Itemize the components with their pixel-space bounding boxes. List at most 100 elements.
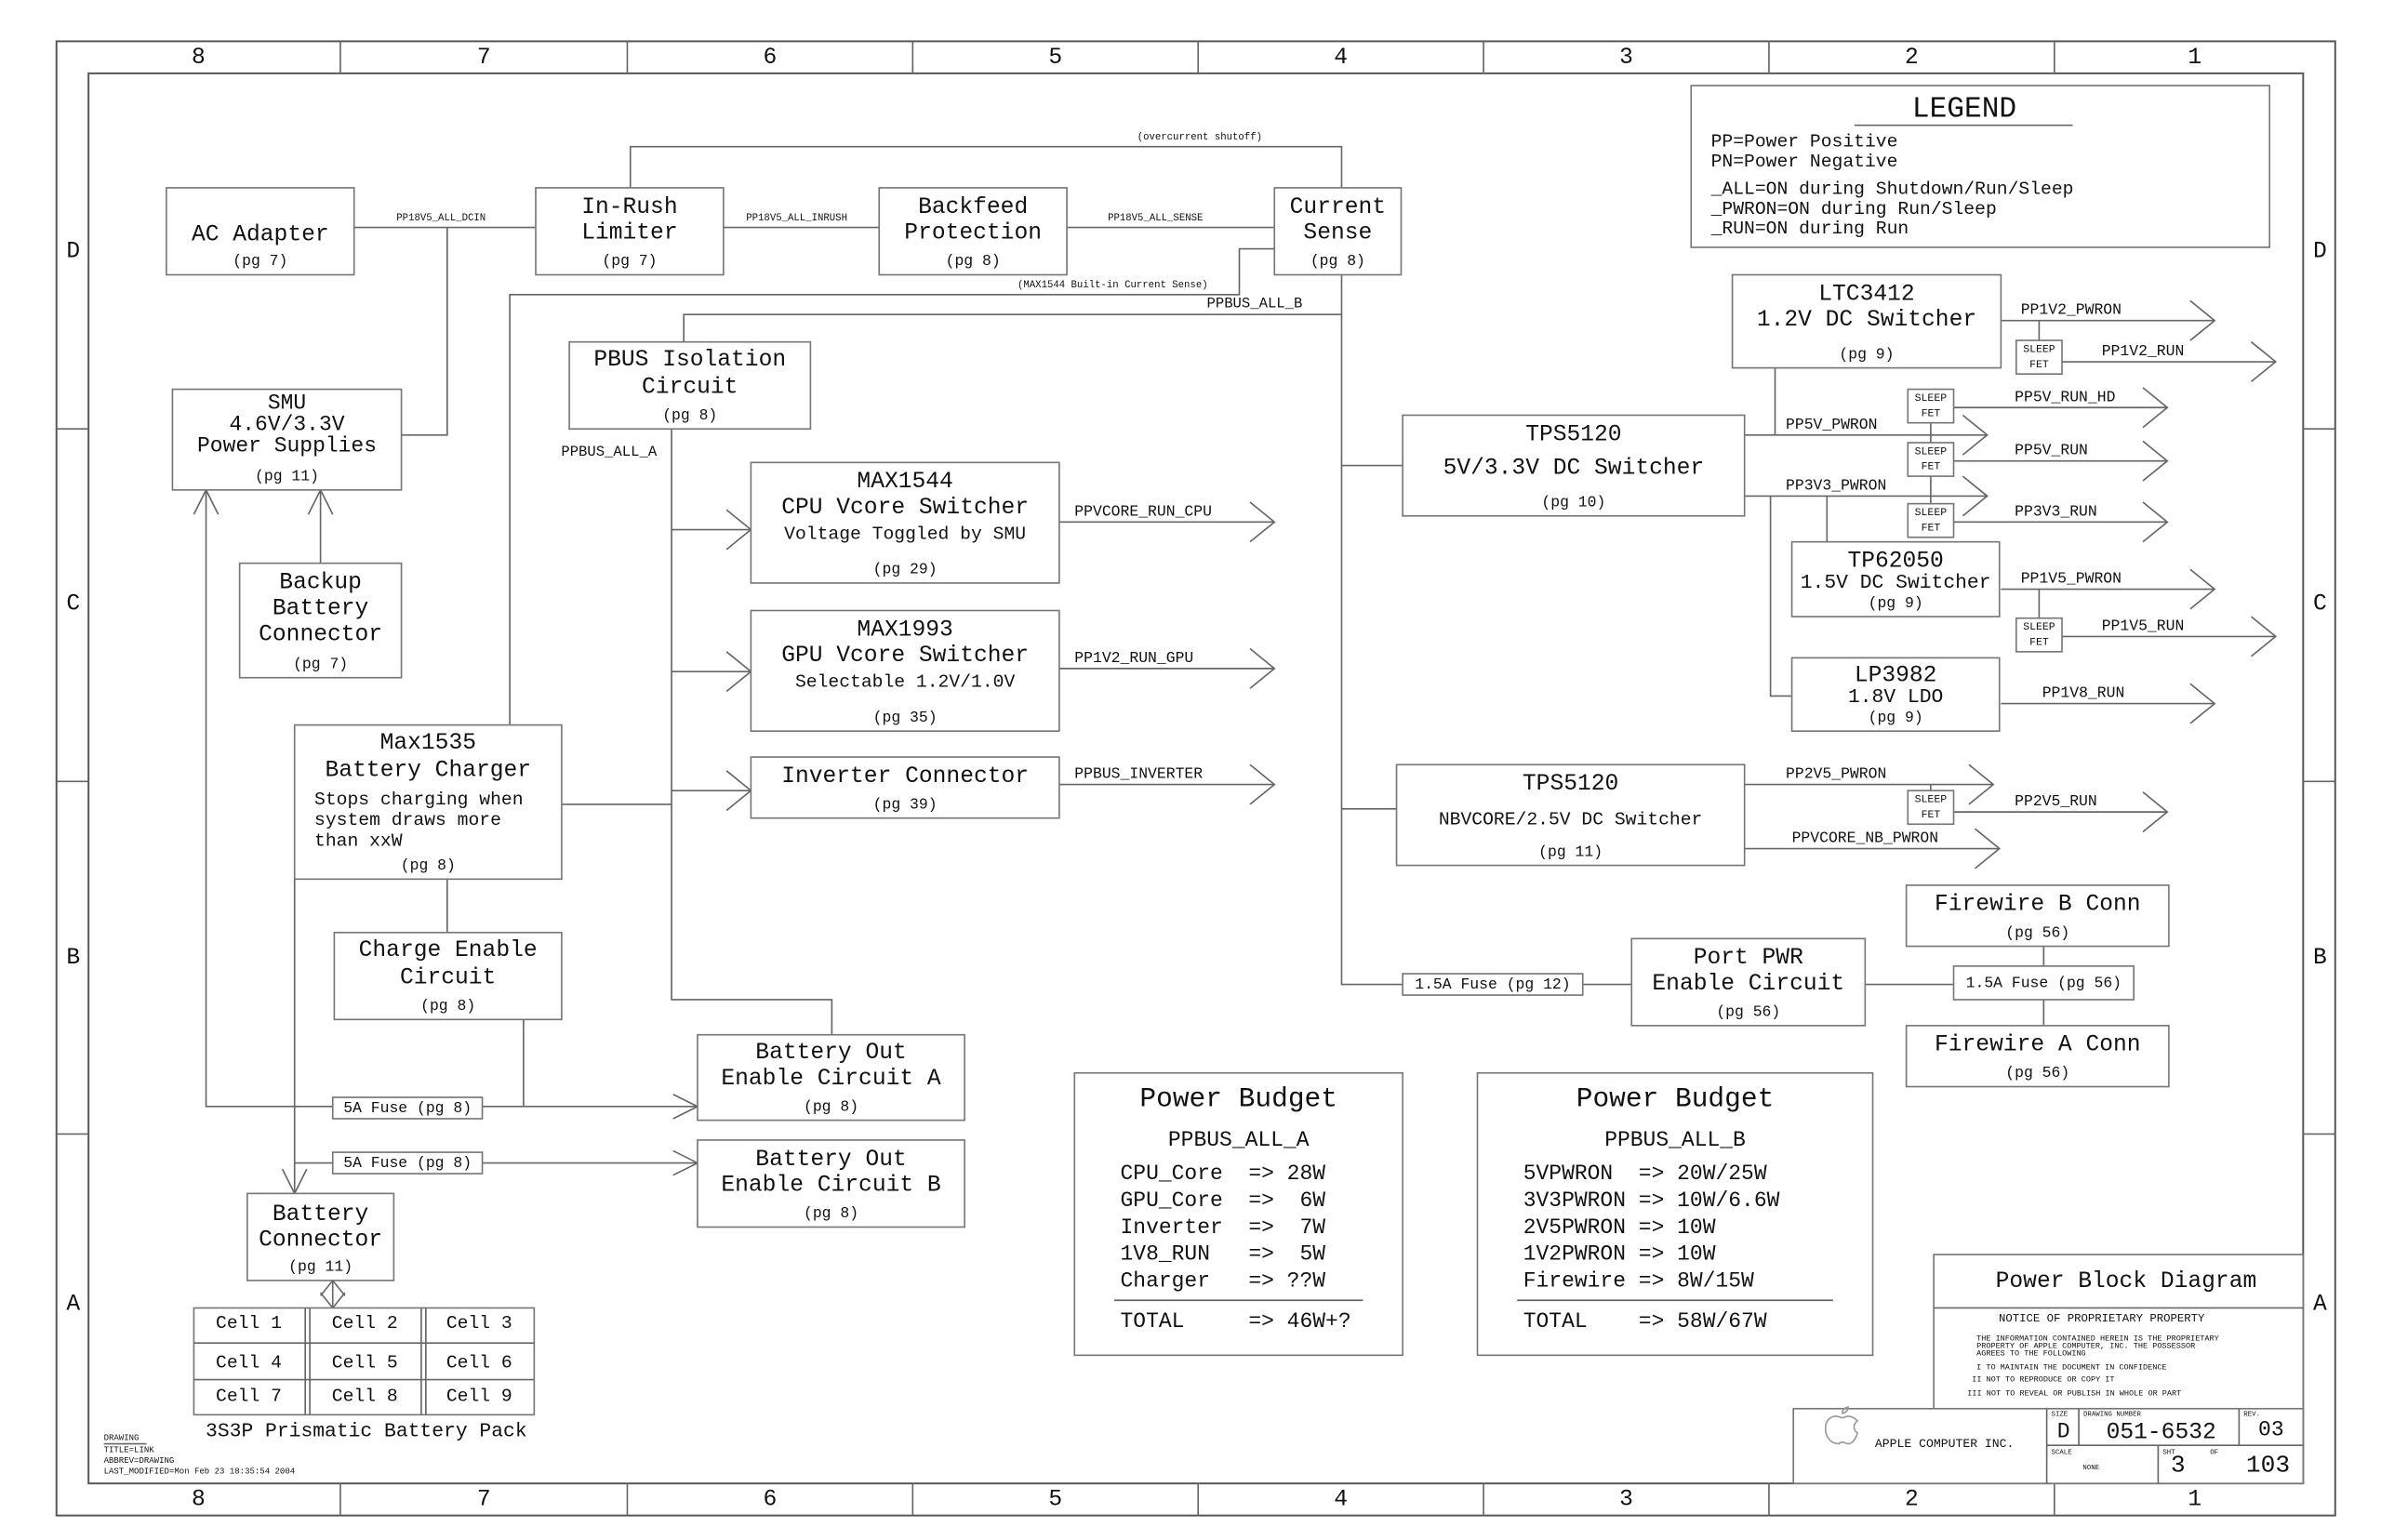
block-page-ref: (pg 7) — [233, 252, 287, 270]
block-title-line: Enable Circuit B — [721, 1174, 940, 1199]
net-label-pp1v5-pwron: PP1V5_PWRON — [2021, 570, 2122, 588]
legend-line: _ALL=ON during Shutdown/Run/Sleep — [1710, 179, 2074, 200]
block-title-line: NBVCORE/2.5V DC Switcher — [1439, 809, 1703, 830]
wire — [671, 429, 833, 1035]
drawing-number-value: 051-6532 — [2107, 1421, 2216, 1446]
block-lp3982 — [1790, 657, 2001, 732]
block-title-line: Limiter — [581, 221, 677, 246]
block-frame — [1790, 540, 2001, 617]
net-label-ppbus-all-a: PPBUS_ALL_A — [561, 444, 657, 460]
column-label-bottom: 6 — [764, 1488, 778, 1513]
wire — [205, 489, 333, 1108]
block-frame — [568, 340, 812, 431]
block-title-line: LP3982 — [1855, 664, 1937, 689]
legend-line: PN=Power Negative — [1711, 152, 1898, 172]
arrow-head-icon — [2142, 791, 2169, 833]
arrow-head-icon — [2250, 341, 2278, 382]
arrow-head-icon — [2189, 568, 2216, 610]
net-label-pp1v5-run: PP1V5_RUN — [2102, 617, 2185, 634]
battery-pack-label: 3S3P Prismatic Battery Pack — [206, 1420, 527, 1442]
notice-line: I TO MAINTAIN THE DOCUMENT IN CONFIDENCE — [1976, 1362, 2166, 1372]
block-page-ref: (pg 11) — [288, 1258, 352, 1276]
block-page-ref: (pg 9) — [1869, 709, 1923, 726]
block-frame — [697, 1033, 965, 1122]
block-title-line: Enable Circuit — [1652, 972, 1844, 997]
block-title-line: Backup — [279, 570, 362, 595]
block-inverter — [750, 756, 1060, 819]
drawing-info-line: TITLE=LINK — [104, 1445, 155, 1455]
sleep-fet — [1907, 388, 1955, 424]
block-title-line: 1.8V LDO — [1848, 686, 1943, 709]
sleep-fet — [2015, 339, 2063, 375]
sheet-label: SHT — [2162, 1449, 2175, 1456]
sleep-fet — [1907, 442, 1955, 477]
block-title-line: TP62050 — [1847, 550, 1943, 575]
block-tps5120-b — [1395, 763, 1746, 867]
block-title-line: Max1535 — [380, 731, 476, 756]
power-budget-row: 2V5PWRON => 10W — [1523, 1215, 1716, 1240]
block-title-line: Battery — [273, 596, 368, 621]
of-value: 103 — [2246, 1451, 2290, 1479]
net-label-pp1v2-pwron: PP1V2_PWRON — [2021, 301, 2122, 319]
arrow-head-icon — [2189, 683, 2216, 724]
block-page-ref: (pg 11) — [1538, 843, 1603, 860]
block-title-line: LTC3412 — [1818, 282, 1914, 307]
power-budget-bus: PPBUS_ALL_A — [1168, 1128, 1310, 1152]
arrow-head-icon — [1249, 647, 1276, 689]
battery-cell: Cell 5 — [332, 1353, 398, 1374]
sleep-fet-label: SLEEP — [1915, 794, 1948, 806]
net-label-pp2v5-run: PP2V5_RUN — [2015, 792, 2097, 810]
net-label-pp5v-run-hd: PP5V_RUN_HD — [2015, 388, 2115, 405]
scale-label: SCALE — [2052, 1449, 2073, 1456]
power-budget-row: 5VPWRON => 20W/25W — [1523, 1162, 1767, 1186]
block-title-line: Protection — [904, 221, 1042, 246]
column-label-bottom: 1 — [2188, 1488, 2201, 1513]
block-backup-battery — [238, 562, 403, 679]
column-label-bottom: 8 — [192, 1488, 206, 1513]
sleep-fet-label: SLEEP — [1915, 445, 1948, 458]
block-title-line: GPU Vcore Switcher — [781, 644, 1029, 669]
block-frame — [1731, 273, 2002, 369]
block-frame — [878, 187, 1068, 276]
battery-cell: Cell 2 — [332, 1313, 398, 1334]
block-page-ref: (pg 11) — [255, 468, 319, 485]
block-page-ref: (pg 8) — [662, 406, 717, 424]
block-description-line: than xxW — [314, 830, 403, 851]
column-label-bottom: 5 — [1048, 1488, 1062, 1513]
block-title-line: Connector — [259, 622, 382, 647]
block-page-ref: (pg 8) — [420, 997, 475, 1015]
notice-line: AGREES TO THE FOLLOWING — [1976, 1349, 2086, 1359]
block-ltc3412 — [1731, 273, 2002, 369]
net-label-pp18v5-all-inrush: PP18V5_ALL_INRUSH — [746, 213, 847, 224]
arrow-head-icon — [2142, 501, 2169, 543]
power-budget-frame — [1073, 1071, 1403, 1357]
power-budget-total: TOTAL => 58W/67W — [1523, 1309, 1767, 1334]
row-label-left: A — [66, 1293, 80, 1318]
power-budget-row: 1V8_RUN => 5W — [1121, 1242, 1326, 1267]
block-title-line: Battery Charger — [326, 758, 532, 783]
block-frame — [171, 388, 403, 491]
block-title-line: Firewire B Conn — [1935, 893, 2141, 918]
net-label-pp3v3-run: PP3V3_RUN — [2015, 502, 2097, 520]
block-title-line: Battery Out — [755, 1041, 906, 1066]
column-label-top: 7 — [477, 46, 491, 71]
column-label-top: 1 — [2188, 46, 2201, 71]
column-label-top: 8 — [192, 46, 206, 71]
sleep-fet-label: SLEEP — [2023, 343, 2055, 355]
block-title-line: Backfeed — [918, 195, 1028, 220]
net-label-pp3v3-pwron: PP3V3_PWRON — [1786, 476, 1886, 494]
company-name: APPLE COMPUTER INC. — [1875, 1437, 2014, 1451]
sleep-fet-frame — [1907, 790, 1955, 826]
sleep-fet — [1907, 502, 1955, 538]
block-inrush — [535, 187, 725, 276]
block-frame — [1402, 414, 1746, 517]
sleep-fet-label: SLEEP — [1915, 392, 1948, 405]
block-title-line: Sense — [1303, 221, 1372, 246]
block-battery-out-a — [697, 1033, 965, 1122]
block-smu — [171, 388, 403, 491]
fuse-label: 1.5A Fuse (pg 12) — [1415, 976, 1570, 993]
wire — [401, 227, 448, 436]
block-battery-out-b — [697, 1139, 965, 1228]
block-title-line: CPU Vcore Switcher — [781, 496, 1029, 521]
fuse-fuse-5a-1 — [331, 1096, 484, 1120]
